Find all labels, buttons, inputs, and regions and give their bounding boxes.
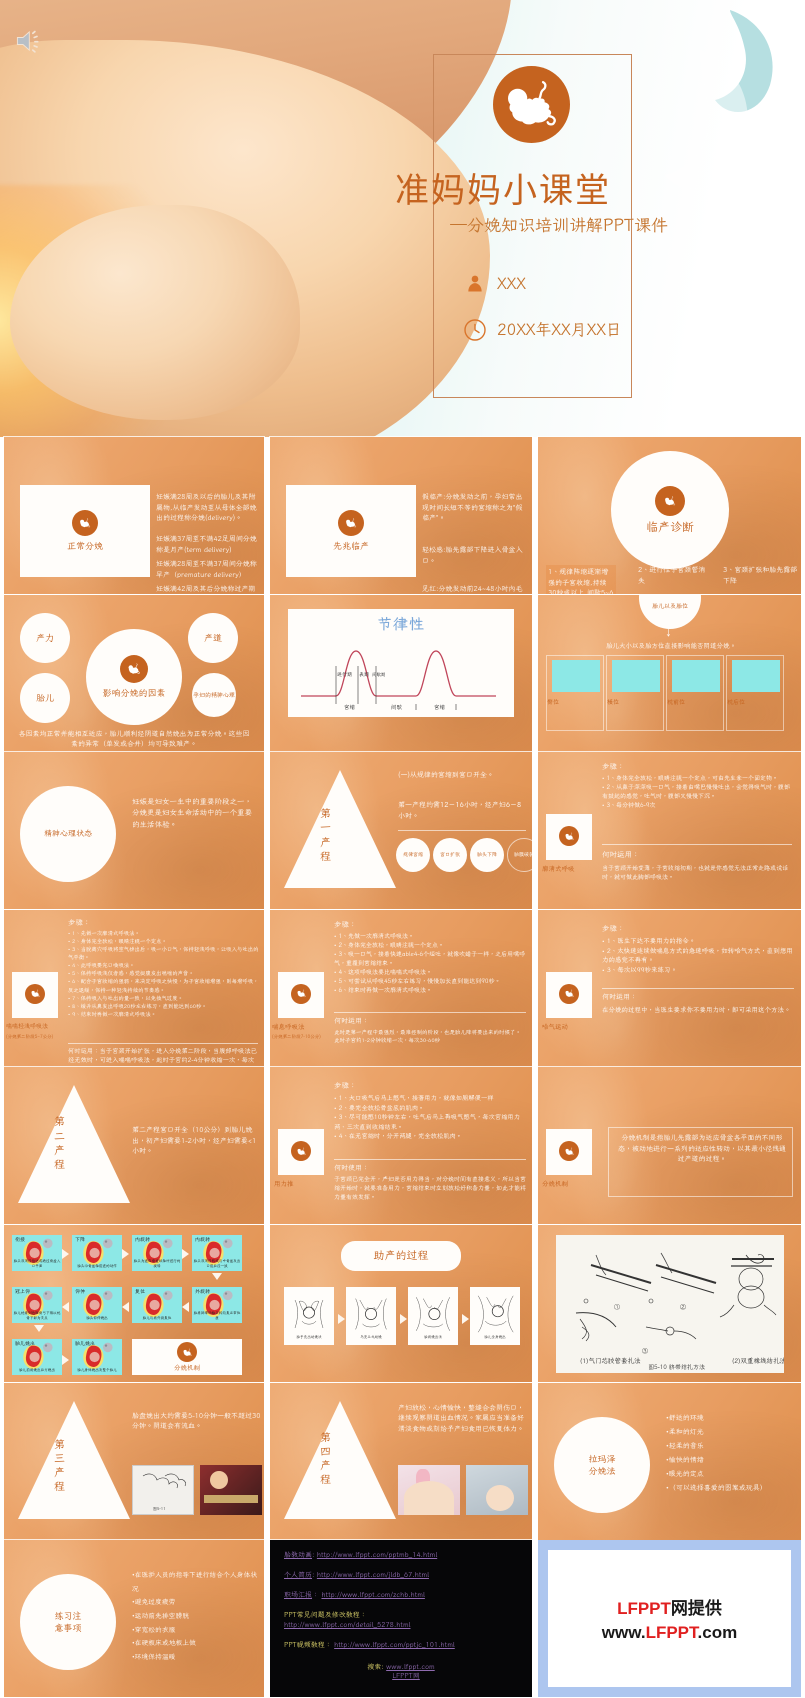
svg-text:(2)双重橡线结扎法: (2)双重橡线结扎法 — [732, 1356, 784, 1365]
svg-text:(1)气门芯胶管套扎法: (1)气门芯胶管套扎法 — [580, 1356, 641, 1365]
svg-text:间歇期: 间歇期 — [372, 672, 386, 678]
svg-text:宫缩: 宫缩 — [344, 703, 356, 711]
svg-text:②: ② — [680, 1303, 686, 1311]
svg-text:表期: 表期 — [359, 672, 369, 678]
svg-text:③: ③ — [642, 1347, 648, 1355]
svg-text:进行期: 进行期 — [337, 671, 352, 678]
svg-text:间歇: 间歇 — [391, 703, 403, 711]
svg-text:①: ① — [614, 1303, 620, 1311]
svg-text:图5-11: 图5-11 — [153, 1506, 166, 1512]
svg-text:宫缩: 宫缩 — [434, 703, 446, 711]
svg-text:图5-10 脐带结扎方法: 图5-10 脐带结扎方法 — [648, 1363, 705, 1371]
